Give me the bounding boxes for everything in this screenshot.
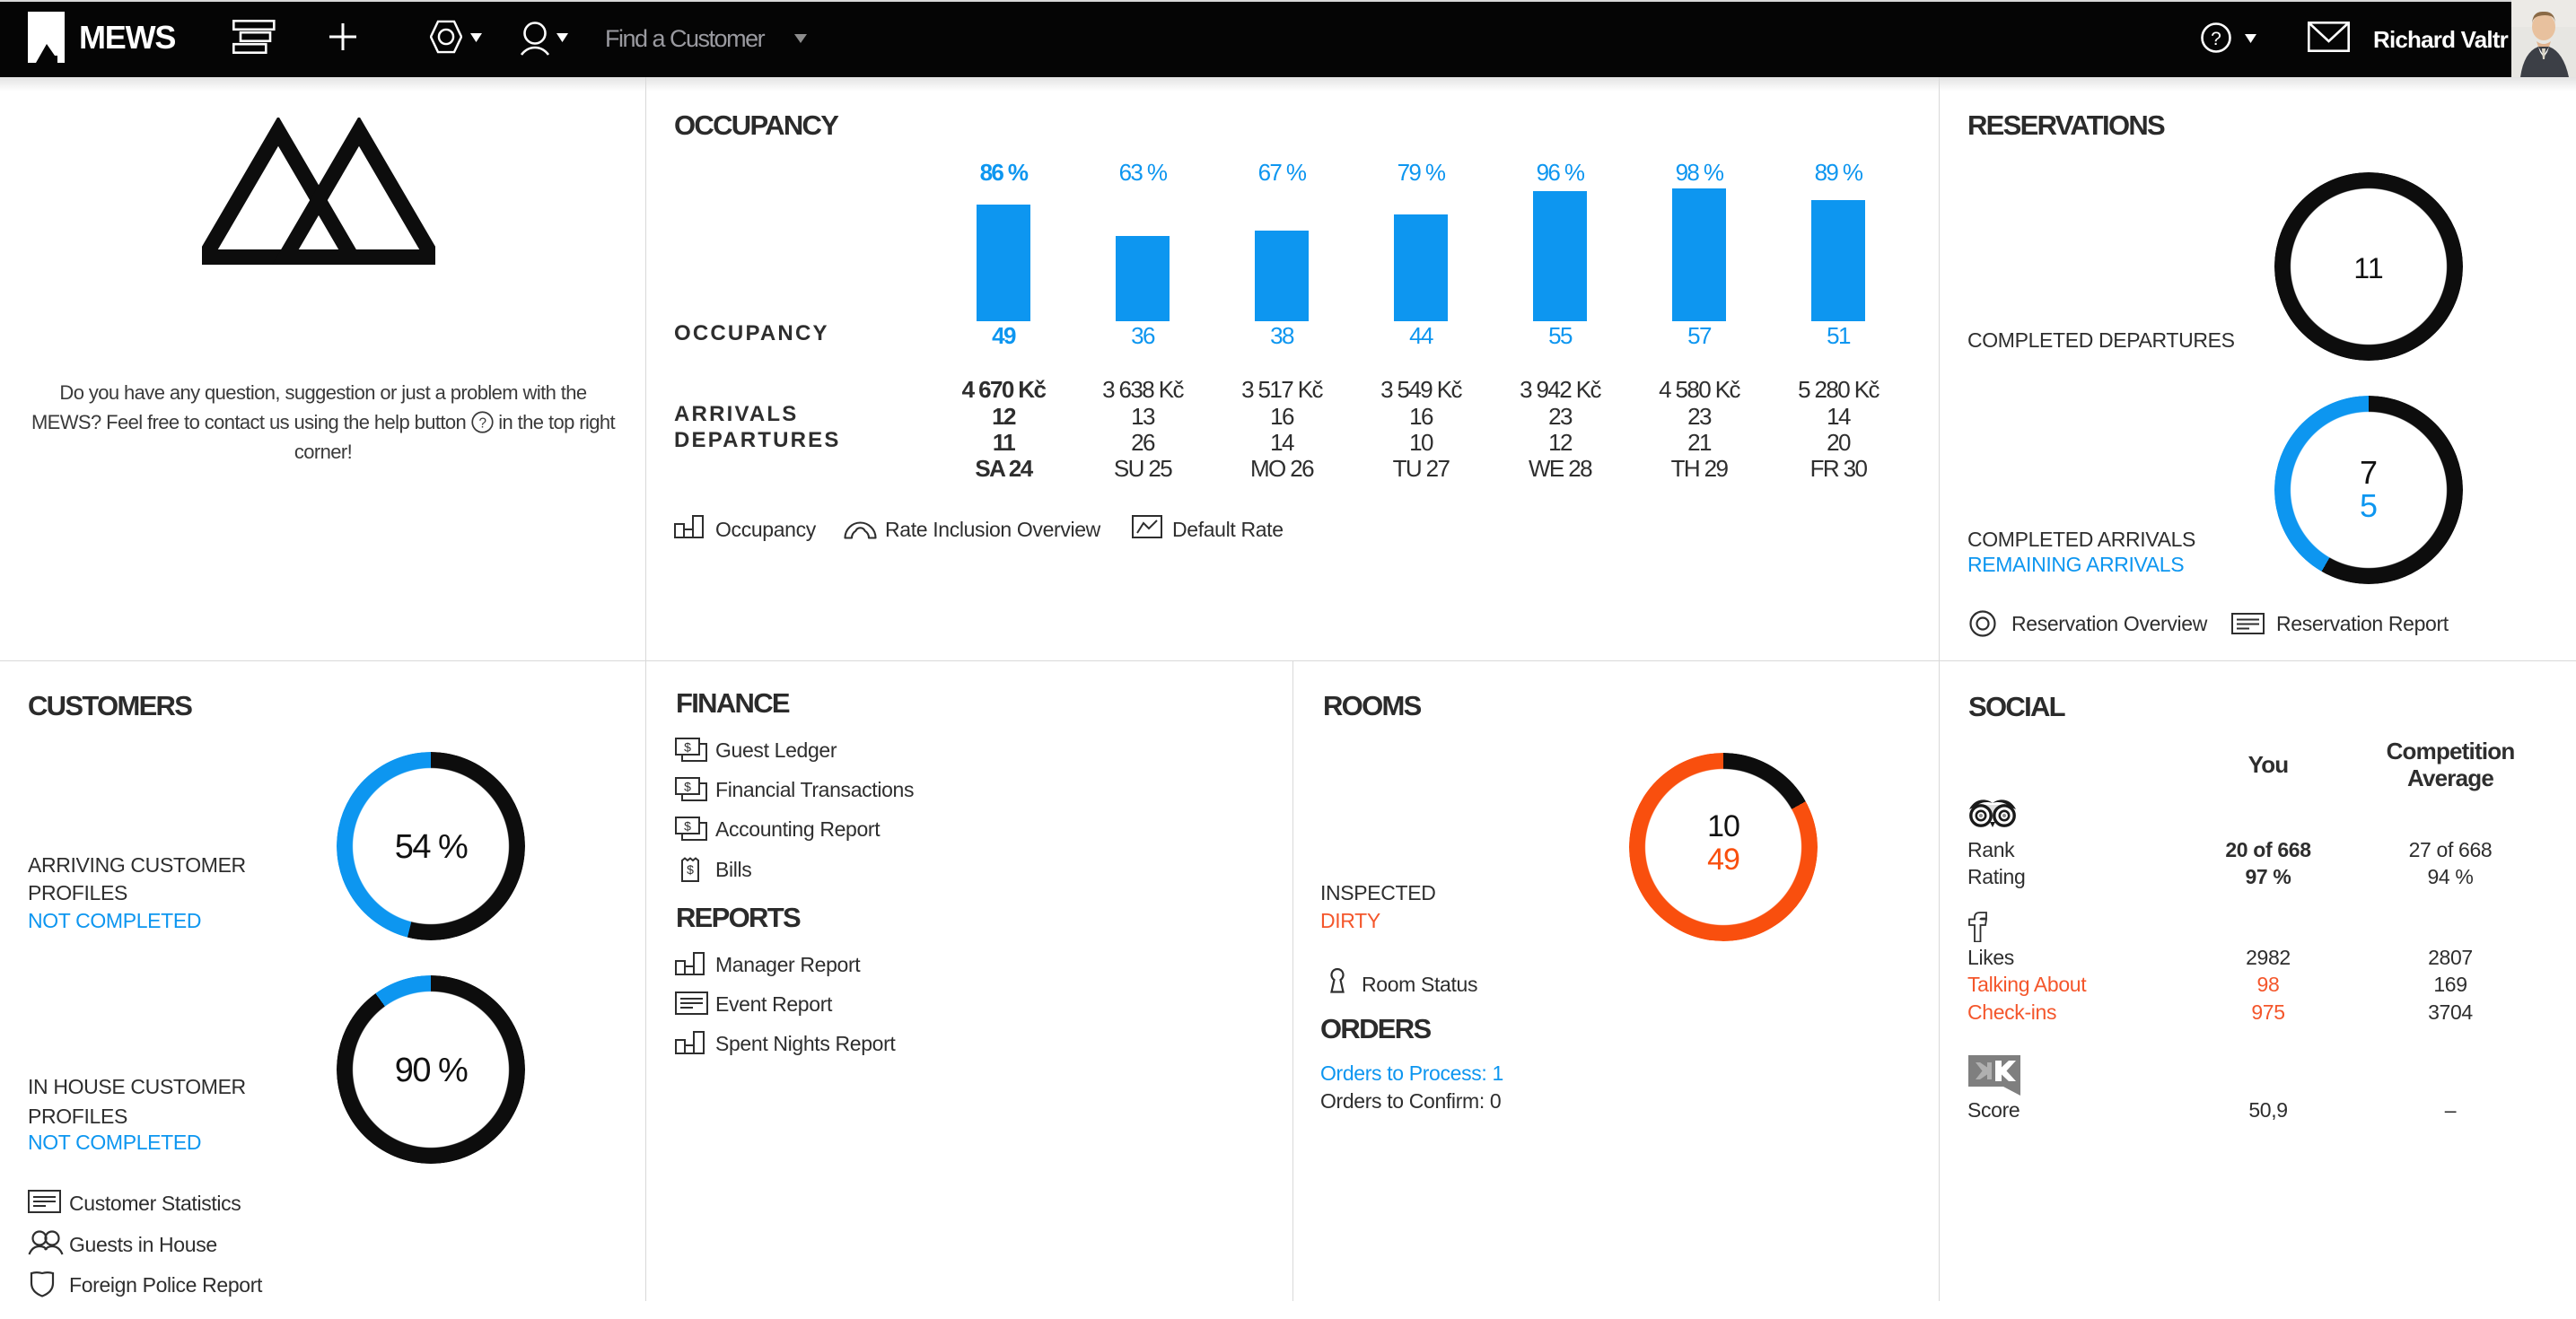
- svg-text:?: ?: [478, 415, 486, 431]
- svg-text:?: ?: [2211, 29, 2221, 49]
- svg-text:$: $: [684, 780, 691, 794]
- svg-text:$: $: [687, 862, 694, 877]
- svg-text:$: $: [684, 819, 691, 834]
- svg-text:$: $: [684, 740, 691, 755]
